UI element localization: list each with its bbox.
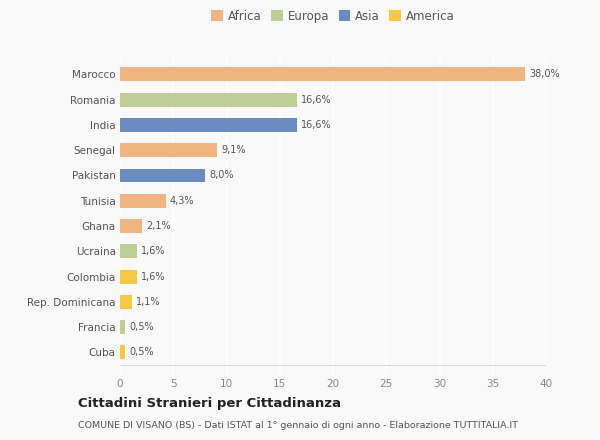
Bar (120, 118, 297, 132)
Bar (120, 93, 297, 106)
Bar (120, 295, 132, 309)
Text: 0,5%: 0,5% (130, 348, 154, 357)
Text: Cittadini Stranieri per Cittadinanza: Cittadini Stranieri per Cittadinanza (78, 397, 341, 410)
Text: 16,6%: 16,6% (301, 95, 332, 105)
Bar (120, 219, 142, 233)
Legend: Africa, Europa, Asia, America: Africa, Europa, Asia, America (209, 7, 457, 25)
Bar (120, 67, 525, 81)
Text: COMUNE DI VISANO (BS) - Dati ISTAT al 1° gennaio di ogni anno - Elaborazione TUT: COMUNE DI VISANO (BS) - Dati ISTAT al 1°… (78, 421, 518, 430)
Text: 0,5%: 0,5% (130, 322, 154, 332)
Bar (120, 244, 137, 258)
Text: 1,6%: 1,6% (142, 246, 166, 257)
Text: 38,0%: 38,0% (529, 70, 560, 79)
Text: 4,3%: 4,3% (170, 196, 194, 206)
Text: 2,1%: 2,1% (146, 221, 171, 231)
Bar (120, 320, 125, 334)
Text: 16,6%: 16,6% (301, 120, 332, 130)
Text: 1,1%: 1,1% (136, 297, 160, 307)
Bar (120, 345, 125, 359)
Bar (120, 143, 217, 157)
Bar (120, 270, 137, 283)
Text: 1,6%: 1,6% (142, 271, 166, 282)
Text: 9,1%: 9,1% (221, 145, 245, 155)
Text: 8,0%: 8,0% (209, 170, 234, 180)
Bar (120, 194, 166, 208)
Bar (120, 169, 205, 183)
